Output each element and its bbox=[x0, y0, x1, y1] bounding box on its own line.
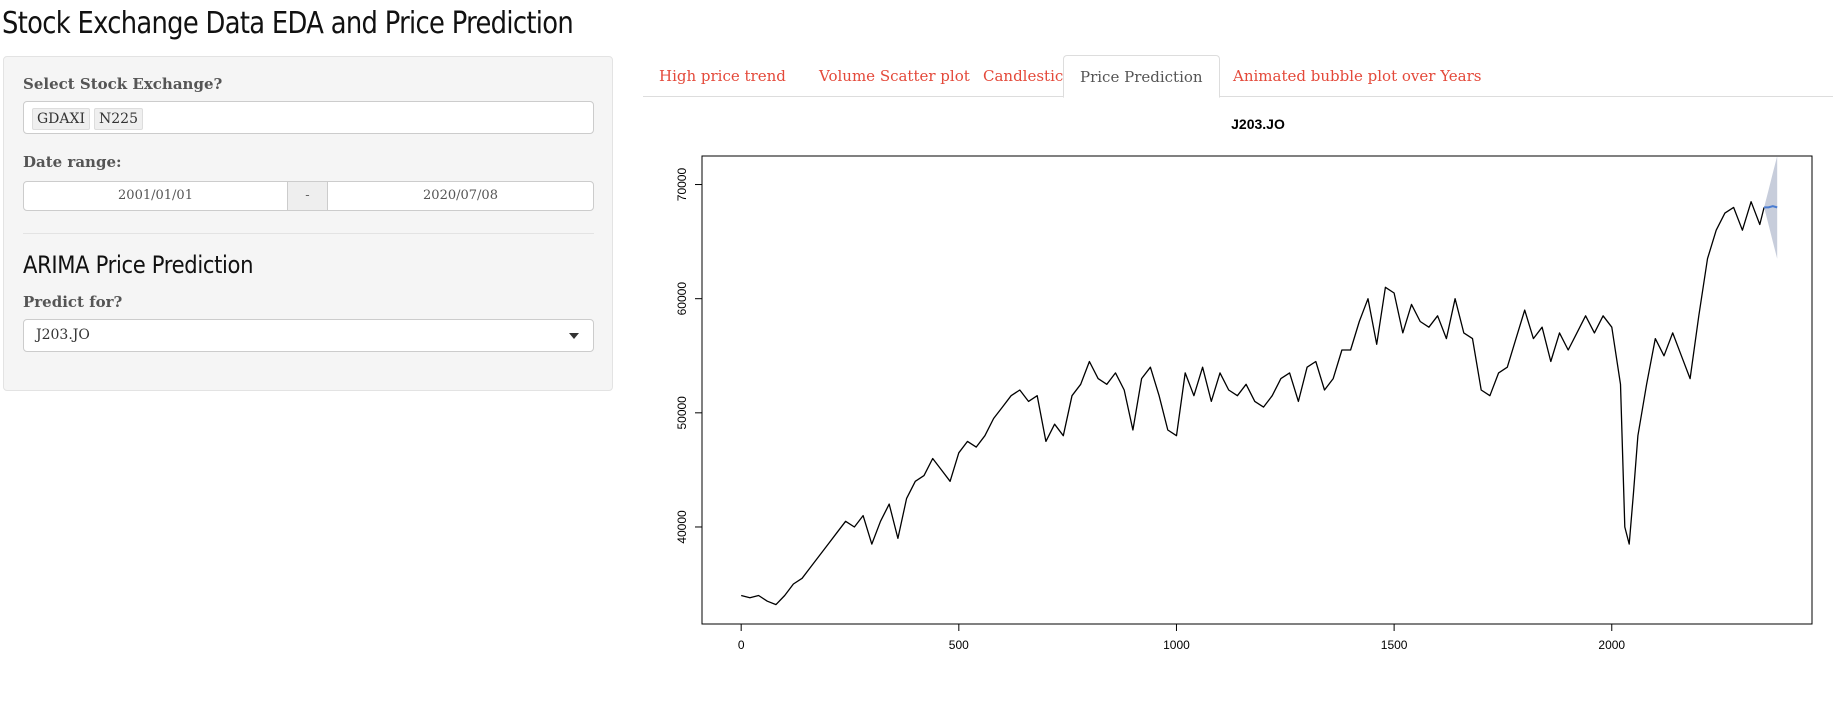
section-title: ARIMA Price Prediction bbox=[23, 251, 254, 279]
tab-animated-bubble-plot[interactable]: Animated bubble plot over Years bbox=[1233, 67, 1482, 85]
sidebar-divider bbox=[23, 233, 594, 234]
forecast-line bbox=[1764, 205, 1778, 209]
tab-bar: High price trend Volume Scatter plot Can… bbox=[643, 55, 1833, 98]
y-tick-label: 60000 bbox=[675, 282, 689, 316]
exchange-chip[interactable]: GDAXI bbox=[32, 108, 91, 130]
date-start-input[interactable]: 2001/01/01 bbox=[23, 181, 288, 211]
x-tick-label: 2000 bbox=[1598, 638, 1625, 652]
tab-candlestick[interactable]: Candlestick bbox=[983, 67, 1073, 85]
tab-volume-scatter-plot[interactable]: Volume Scatter plot bbox=[819, 67, 970, 85]
tab-high-price-trend[interactable]: High price trend bbox=[659, 67, 786, 85]
sidebar-panel: Select Stock Exchange? GDAXI N225 Date ra… bbox=[3, 56, 613, 391]
y-tick-label: 50000 bbox=[675, 396, 689, 430]
chart-plot: 0 500 1000 1500 2000 40000 50000 60000 70000 bbox=[675, 155, 1813, 652]
tab-price-prediction[interactable]: Price Prediction bbox=[1063, 55, 1220, 98]
price-series-line bbox=[741, 201, 1765, 606]
plot-frame bbox=[701, 155, 1813, 625]
date-range-separator: - bbox=[288, 181, 327, 211]
price-prediction-chart: J203.JO 0 500 1000 1500 2000 40000 50000 60000 7… bbox=[643, 104, 1833, 664]
x-tick-label: 1500 bbox=[1381, 638, 1408, 652]
exchange-chip[interactable]: N225 bbox=[94, 108, 143, 130]
x-tick-label: 500 bbox=[949, 638, 969, 652]
date-end-input[interactable]: 2020/07/08 bbox=[327, 181, 594, 211]
chart-title: J203.JO bbox=[1231, 116, 1285, 132]
date-range-label: Date range: bbox=[23, 153, 122, 171]
y-tick-label: 40000 bbox=[675, 510, 689, 544]
y-tick-label: 70000 bbox=[675, 168, 689, 202]
chevron-down-icon[interactable] bbox=[569, 333, 579, 339]
predict-label: Predict for? bbox=[23, 293, 123, 311]
predict-dropdown[interactable]: J203.JO bbox=[23, 319, 594, 352]
app-title: Stock Exchange Data EDA and Price Predic… bbox=[2, 6, 574, 41]
exchange-multiselect[interactable]: GDAXI N225 bbox=[23, 101, 594, 134]
x-tick-label: 0 bbox=[738, 638, 745, 652]
exchange-label: Select Stock Exchange? bbox=[23, 75, 223, 93]
x-tick-label: 1000 bbox=[1163, 638, 1190, 652]
predict-dropdown-value: J203.JO bbox=[36, 327, 90, 343]
date-range-input: 2001/01/01 - 2020/07/08 bbox=[23, 181, 594, 211]
